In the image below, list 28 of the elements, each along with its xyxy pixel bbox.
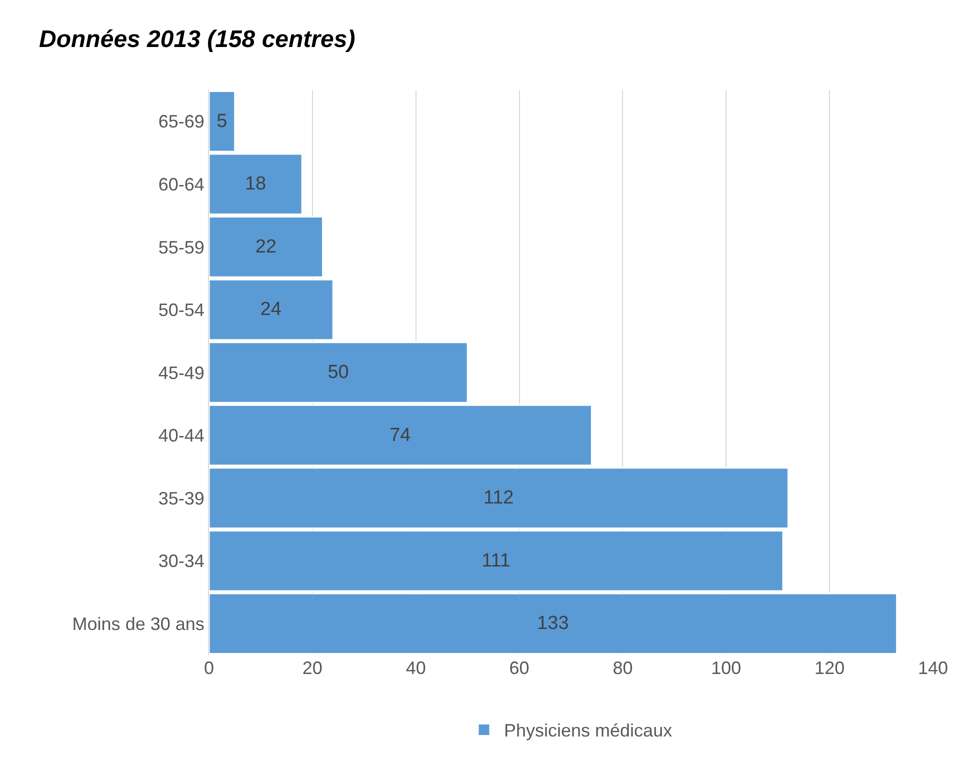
x-tick-label: 80 xyxy=(612,658,633,678)
data-label: 24 xyxy=(260,299,282,320)
data-label: 111 xyxy=(482,550,510,572)
data-label: 133 xyxy=(537,613,569,634)
data-label: 18 xyxy=(244,174,266,195)
y-tick-label: Moins de 30 ans xyxy=(72,614,204,634)
x-tick-label: 20 xyxy=(302,658,322,678)
x-tick-label: 140 xyxy=(918,658,948,678)
x-tick-label: 120 xyxy=(814,658,845,678)
data-label: 74 xyxy=(390,424,412,446)
x-tick-label: 60 xyxy=(509,658,530,678)
data-label: 50 xyxy=(328,362,349,383)
y-tick-label: 60-64 xyxy=(158,174,204,194)
x-tick-label: 40 xyxy=(406,658,426,678)
legend-label: Physiciens médicaux xyxy=(504,720,672,741)
y-tick-label: 40-44 xyxy=(158,426,204,446)
x-tick-label: 0 xyxy=(204,658,214,678)
data-label: 5 xyxy=(216,110,228,132)
y-tick-label: 55-59 xyxy=(158,237,204,258)
y-tick-label: 50-54 xyxy=(158,300,204,320)
data-label: 22 xyxy=(255,236,276,258)
x-tick-label: 100 xyxy=(711,658,742,678)
y-tick-label: 30-34 xyxy=(158,551,204,572)
y-tick-label: 65-69 xyxy=(158,112,204,132)
chart-title: Données 2013 (158 centres) xyxy=(39,26,356,53)
y-tick-label: 35-39 xyxy=(158,488,204,508)
data-label: 112 xyxy=(483,488,514,509)
y-tick-label: 45-49 xyxy=(158,362,204,383)
